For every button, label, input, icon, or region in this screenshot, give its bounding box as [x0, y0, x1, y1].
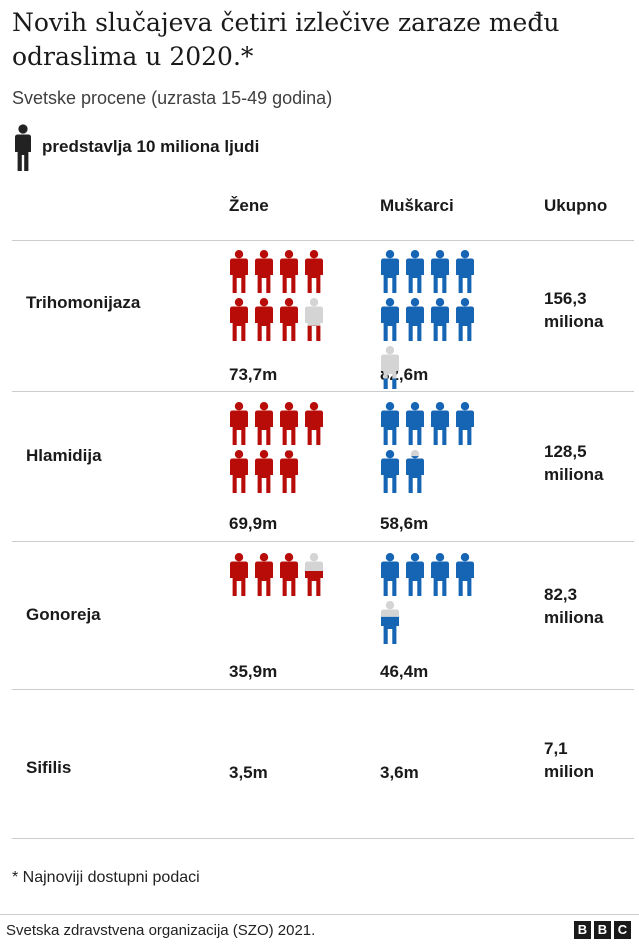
value-label-women: 73,7m	[229, 365, 278, 384]
man-icon	[431, 553, 449, 596]
row-label-gonorrhea: Gonoreja	[26, 605, 101, 624]
man-icon	[431, 402, 449, 445]
chart-subtitle: Svetske procene (uzrasta 15-49 godina)	[12, 88, 333, 108]
woman-icon	[255, 450, 273, 493]
row-label-chlamydia: Hlamidija	[26, 446, 102, 465]
column-header-women: Žene	[229, 196, 269, 215]
woman-icon	[280, 298, 298, 341]
footer-divider	[0, 914, 639, 915]
source-note: Svetska zdravstvena organizacija (SZO) 2…	[6, 922, 316, 939]
row-divider	[12, 240, 634, 241]
woman-icon	[280, 553, 298, 596]
man-icon	[431, 250, 449, 293]
total-label: 128,5 miliona	[544, 440, 604, 486]
man-icon	[406, 553, 424, 596]
footnote: * Najnoviji dostupni podaci	[12, 869, 200, 886]
woman-icon	[230, 298, 248, 341]
value-label-women: 35,9m	[229, 662, 278, 681]
row-label-trichomoniasis: Trihomonijaza	[26, 293, 141, 312]
value-label-women: 3,5m	[229, 763, 268, 782]
total-label: 82,3 miliona	[544, 583, 604, 629]
logo-letter: B	[594, 921, 611, 939]
column-header-men: Muškarci	[380, 196, 454, 215]
value-label-men: 3,6m	[380, 763, 419, 782]
total-unit: miliona	[544, 608, 604, 627]
value-label-men: 82,6m	[380, 365, 429, 384]
man-icon	[456, 250, 474, 293]
total-unit: miliona	[544, 465, 604, 484]
man-icon	[456, 402, 474, 445]
row-label-syphilis: Sifilis	[26, 758, 72, 777]
column-header-total: Ukupno	[544, 196, 608, 215]
person-icon	[15, 124, 31, 171]
total-value: 82,3	[544, 585, 578, 604]
row-divider	[12, 689, 634, 690]
value-label-men: 58,6m	[380, 514, 429, 533]
total-label: 156,3 miliona	[544, 287, 604, 333]
man-icon	[406, 298, 424, 341]
woman-icon	[230, 450, 248, 493]
row-divider	[12, 391, 634, 392]
woman-icon	[280, 402, 298, 445]
total-value: 128,5	[544, 442, 587, 461]
man-icon	[406, 402, 424, 445]
total-unit: miliona	[544, 312, 604, 331]
woman-icon	[280, 250, 298, 293]
man-icon	[381, 601, 399, 644]
value-label-women: 69,9m	[229, 514, 278, 533]
woman-icon	[280, 450, 298, 493]
man-icon	[381, 298, 399, 341]
row-divider	[12, 838, 634, 839]
woman-icon	[255, 298, 273, 341]
total-value: 7,1	[544, 739, 568, 758]
woman-icon	[230, 553, 248, 596]
total-value: 156,3	[544, 289, 587, 308]
logo-letter: C	[614, 921, 631, 939]
legend-label: predstavlja 10 miliona ljudi	[42, 137, 260, 156]
logo-letter: B	[574, 921, 591, 939]
man-icon	[381, 450, 399, 493]
total-label: 7,1 milion	[544, 737, 594, 783]
man-icon	[406, 450, 424, 493]
woman-icon	[255, 553, 273, 596]
total-unit: milion	[544, 762, 595, 781]
bbc-logo: B B C	[574, 921, 631, 939]
woman-icon	[305, 402, 323, 445]
woman-icon	[255, 402, 273, 445]
woman-icon	[305, 553, 323, 596]
man-icon	[456, 298, 474, 341]
man-icon	[381, 553, 399, 596]
man-icon	[381, 402, 399, 445]
legend: predstavlja 10 miliona ljudi	[12, 122, 412, 172]
woman-icon	[230, 250, 248, 293]
chart-title: Novih slučajeva četiri izlečive zaraze m…	[12, 8, 560, 71]
man-icon	[406, 250, 424, 293]
woman-icon	[230, 402, 248, 445]
man-icon	[456, 553, 474, 596]
man-icon	[431, 298, 449, 341]
woman-icon	[305, 298, 323, 341]
row-divider	[12, 541, 634, 542]
woman-icon	[255, 250, 273, 293]
value-label-men: 46,4m	[380, 662, 429, 681]
woman-icon	[305, 250, 323, 293]
man-icon	[381, 250, 399, 293]
